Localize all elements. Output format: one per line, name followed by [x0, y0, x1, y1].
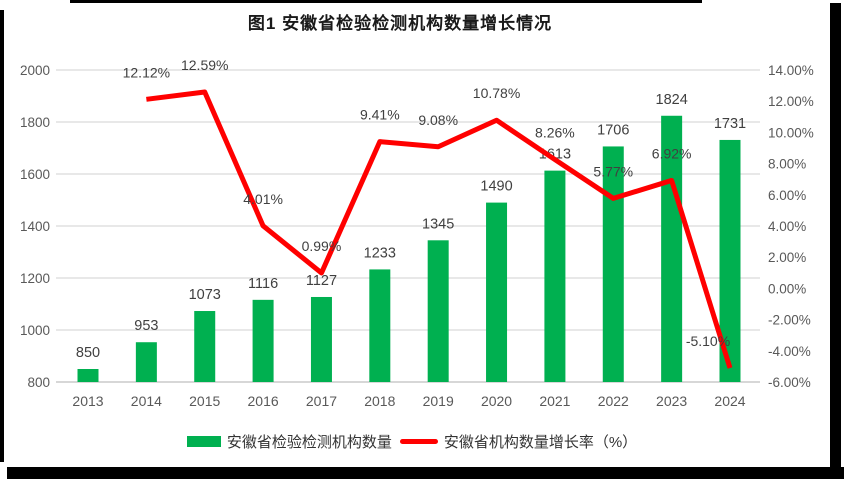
- x-axis-tick-label: 2018: [364, 393, 395, 409]
- x-axis-tick-label: 2023: [656, 393, 687, 409]
- line-value-label: -5.10%: [686, 333, 730, 349]
- bar: [135, 342, 157, 382]
- bar-value-label: 1116: [248, 276, 278, 292]
- line-value-label: 8.26%: [535, 125, 575, 141]
- left-axis-tick-label: 1000: [20, 323, 50, 338]
- right-axis-tick-label: 6.00%: [768, 188, 806, 203]
- right-axis-tick-label: 0.00%: [768, 281, 806, 296]
- line-value-label: 9.41%: [360, 107, 400, 123]
- bar-value-label: 1127: [306, 273, 337, 289]
- x-axis-tick-label: 2015: [189, 393, 220, 409]
- bar: [427, 240, 449, 382]
- frame-border-bottom: [7, 467, 844, 479]
- bar-value-label: 1490: [480, 179, 512, 195]
- bar-series-label: 安徽省检验检测机构数量: [226, 434, 392, 451]
- bar-value-label: 1706: [597, 122, 629, 138]
- bar-value-label: 1613: [539, 147, 571, 163]
- bar: [719, 139, 741, 382]
- x-axis-tick-label: 2019: [423, 393, 454, 409]
- line-value-label: 10.78%: [473, 85, 520, 101]
- right-axis-tick-label: -4.00%: [768, 344, 811, 359]
- bar-series-swatch: [186, 436, 221, 447]
- frame-border-left: [0, 10, 4, 462]
- left-axis-tick-label: 1600: [20, 167, 50, 182]
- frame-border-top: [70, 0, 702, 3]
- right-axis-tick-label: -6.00%: [768, 375, 811, 390]
- line-value-label: 0.99%: [302, 238, 342, 254]
- frame-border-right: [830, 3, 841, 467]
- bar: [544, 170, 566, 382]
- line-value-label: 9.08%: [418, 112, 458, 128]
- x-axis-tick-label: 2013: [72, 393, 103, 409]
- bar: [369, 269, 391, 382]
- x-axis-tick-label: 2014: [131, 393, 162, 409]
- left-axis-tick-label: 800: [27, 375, 50, 390]
- left-axis-tick-label: 1800: [20, 115, 50, 130]
- bar-value-label: 953: [134, 318, 158, 334]
- bar: [486, 202, 508, 382]
- line-series-swatch: [399, 439, 438, 444]
- line-value-label: 6.92%: [652, 145, 692, 161]
- bar-value-label: 850: [76, 345, 100, 361]
- x-axis-tick-label: 2021: [539, 393, 570, 409]
- bar: [602, 146, 624, 382]
- left-axis-tick-label: 2000: [20, 63, 50, 78]
- right-axis-tick-label: 2.00%: [768, 250, 806, 265]
- left-axis-tick-label: 1200: [20, 271, 50, 286]
- chart-title: 图1 安徽省检验检测机构数量增长情况: [247, 14, 553, 33]
- line-value-label: 12.12%: [123, 64, 170, 80]
- bar-value-label: 1233: [364, 245, 396, 261]
- legend-item-line-series: 安徽省机构数量增长率（%）: [399, 431, 638, 452]
- line-series-label: 安徽省机构数量增长率（%）: [443, 434, 638, 451]
- right-axis-tick-label: 14.00%: [768, 63, 814, 78]
- bar-value-label: 1345: [422, 216, 454, 232]
- bar-value-label: 1731: [714, 116, 746, 132]
- bar: [77, 369, 99, 382]
- x-axis-tick-label: 2020: [481, 393, 512, 409]
- x-axis-tick-label: 2022: [598, 393, 629, 409]
- bar-value-label: 1824: [656, 92, 688, 108]
- line-value-label: 4.01%: [243, 191, 283, 207]
- bar: [310, 296, 332, 382]
- line-value-label: 12.59%: [181, 57, 228, 73]
- x-axis-tick-label: 2024: [714, 393, 745, 409]
- bar: [194, 311, 216, 382]
- left-axis-tick-label: 1400: [20, 219, 50, 234]
- right-axis-tick-label: 10.00%: [768, 125, 814, 140]
- bar-value-label: 1073: [189, 287, 221, 303]
- right-axis-tick-label: 8.00%: [768, 157, 806, 172]
- bar: [252, 299, 274, 382]
- x-axis-tick-label: 2017: [306, 393, 337, 409]
- legend-item-bar-series: 安徽省检验检测机构数量: [186, 431, 392, 452]
- right-axis-tick-label: -2.00%: [768, 313, 811, 328]
- right-axis-tick-label: 12.00%: [768, 94, 814, 109]
- line-value-label: 5.77%: [593, 163, 633, 179]
- chart-legend: 安徽省检验检测机构数量 安徽省机构数量增长率（%）: [0, 431, 824, 452]
- growth-rate-line: [146, 89, 733, 369]
- x-axis-tick-label: 2016: [248, 393, 279, 409]
- right-axis-tick-label: 4.00%: [768, 219, 806, 234]
